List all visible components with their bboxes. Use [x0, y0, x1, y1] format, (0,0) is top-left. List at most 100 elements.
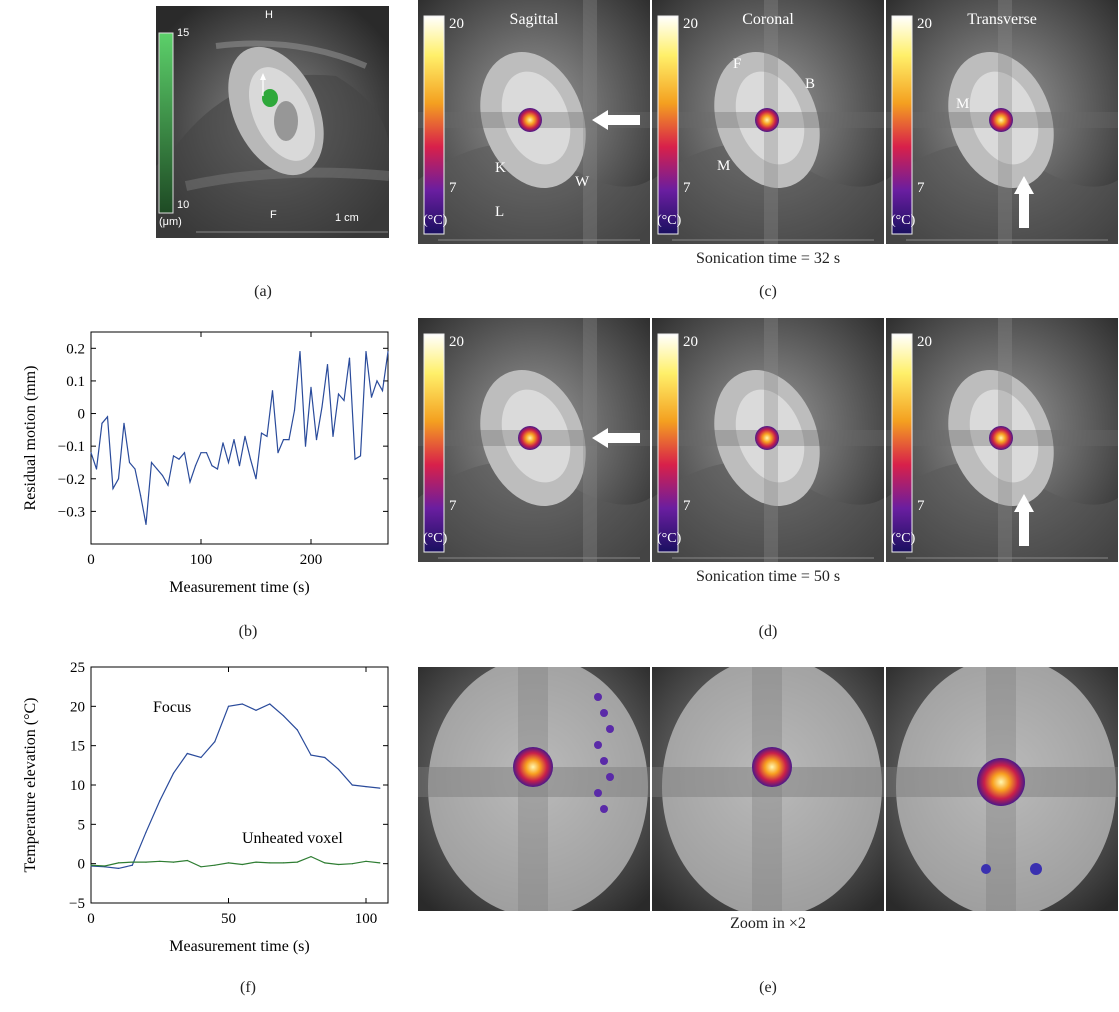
x-tick-label: 0: [87, 911, 95, 927]
data-point: [186, 752, 188, 755]
data-point: [324, 756, 326, 759]
panel-c-view-1: 20 7 (°C) Coronal F B M: [652, 0, 884, 244]
data-point: [159, 860, 161, 862]
data-point: [101, 422, 103, 424]
panel-e-view-1: [652, 657, 884, 917]
data-point: [117, 862, 120, 864]
colorbar-min-label: 7: [683, 180, 691, 196]
data-point: [241, 703, 243, 705]
colorbar-max-label: 20: [917, 334, 932, 350]
data-point: [172, 772, 175, 774]
data-point: [260, 432, 263, 434]
colorbar-max-label: 20: [917, 16, 932, 32]
data-point: [255, 478, 257, 480]
chart-b: 0 100 200 −0.3 −0.2 −0.1 0 0.1 0.2 Measurement ti…: [22, 331, 389, 596]
panel-d-svg: 20 7 (°C) 20 7 (°C) 20 7 (°C): [418, 318, 1118, 562]
series-line-0: [90, 703, 380, 870]
data-point: [269, 703, 271, 705]
x-axis-label: Measurement time (s): [169, 579, 309, 596]
hotspot: [977, 758, 1025, 806]
anatomy-letter: M: [956, 96, 969, 112]
data-point: [315, 439, 318, 441]
data-point: [145, 523, 147, 525]
y-axis-label: Temperature elevation (°C): [22, 698, 39, 873]
hotspot-artifact: [594, 693, 602, 701]
x-axis-label: Measurement time (s): [169, 938, 309, 955]
data-point: [123, 422, 125, 424]
data-point: [216, 468, 219, 470]
panel-c: 20 7 (°C) Sagittal K W L 20 7 (°C) Coronal F B M 20 7 (°…: [418, 0, 1118, 244]
data-point: [241, 863, 243, 866]
hotspot-artifact: [594, 741, 602, 749]
plot-frame: [90, 331, 389, 545]
anatomy-letter: L: [495, 204, 504, 220]
data-point: [351, 784, 353, 786]
data-point: [134, 468, 136, 470]
hotspot: [989, 108, 1013, 132]
data-point: [214, 864, 216, 866]
colorbar-min-label: 7: [449, 498, 457, 514]
data-point: [172, 455, 175, 457]
data-point: [282, 439, 285, 441]
data-point: [233, 439, 235, 441]
data-point: [255, 709, 257, 711]
data-point: [269, 862, 271, 864]
series-line-1: [90, 855, 380, 868]
data-point: [112, 488, 114, 490]
anatomy-letter: K: [495, 160, 506, 176]
data-point: [351, 863, 353, 865]
anatomy-letter: F: [733, 56, 741, 72]
arrow-up-icon: [1019, 510, 1029, 546]
panel-c-label: (c): [759, 283, 777, 300]
y-tick-label: −0.3: [58, 504, 85, 520]
x-tick-label: 100: [355, 911, 378, 927]
data-point: [150, 461, 153, 464]
colorbar-max-label: 20: [449, 16, 464, 32]
data-point: [189, 481, 191, 483]
data-point: [255, 861, 257, 863]
data-point: [296, 861, 298, 863]
temperature-colorbar: [891, 333, 913, 553]
data-point: [310, 754, 312, 756]
data-point: [365, 786, 367, 788]
panel-e-view-0: [418, 657, 650, 917]
data-point: [387, 351, 389, 353]
view-title: Coronal: [742, 11, 794, 28]
hotspot: [518, 426, 542, 450]
data-point: [365, 351, 367, 353]
arrow-left-icon: [606, 115, 640, 125]
data-point: [354, 458, 356, 460]
colorbar-min-label: 7: [917, 498, 925, 514]
panel-f-label: (f): [240, 979, 256, 996]
panel-c-view-2: 20 7 (°C) Transverse M: [886, 0, 1118, 244]
hotspot: [755, 108, 779, 132]
data-point: [381, 390, 384, 392]
y-tick-label: −0.2: [58, 472, 85, 488]
data-point: [310, 856, 312, 858]
panel-d-caption: Sonication time = 50 s: [695, 568, 841, 585]
data-point: [200, 452, 202, 454]
data-point: [266, 435, 268, 437]
data-point: [128, 461, 131, 464]
data-point: [194, 465, 197, 467]
panel-a-image: [156, 6, 389, 238]
data-point: [359, 455, 362, 457]
y-tick-label: 0: [78, 407, 86, 423]
panel-c-view-0: 20 7 (°C) Sagittal K W L: [418, 0, 650, 244]
data-point: [379, 862, 381, 864]
data-point: [178, 458, 180, 460]
y-tick-label: 0.2: [66, 341, 85, 357]
y-tick-label: 25: [70, 660, 85, 676]
anatomy-letter: M: [717, 158, 730, 174]
colorbar-min-label: 7: [683, 498, 691, 514]
y-tick-label: 5: [78, 817, 86, 833]
panel-e: [418, 657, 1118, 917]
data-point: [343, 399, 345, 402]
colorbar-unit-label: (°C): [891, 213, 916, 228]
data-point: [376, 380, 378, 382]
data-point: [288, 439, 290, 441]
data-point: [106, 416, 109, 418]
data-point: [271, 390, 274, 392]
data-point: [200, 866, 202, 868]
panel-e-view-2: [886, 657, 1118, 917]
